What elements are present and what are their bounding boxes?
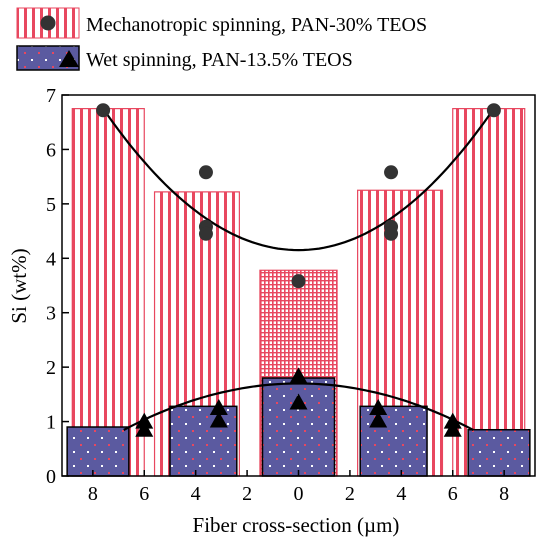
x-tick-label: 8 [88, 483, 98, 505]
wet-spinning-point [135, 412, 154, 429]
wet-spinning-point [369, 398, 388, 415]
x-axis: 8 6 4 2 0 2 4 6 8 [88, 470, 509, 505]
x-tick-label: 8 [499, 483, 509, 505]
y-tick-label: 0 [46, 466, 56, 488]
x-tick-label: 2 [345, 483, 355, 505]
plot-area: 0 1 2 3 4 5 6 7 8 6 4 2 0 2 4 6 8 [46, 85, 536, 505]
legend-marker-triangle [59, 50, 79, 67]
x-tick-label: 4 [396, 483, 406, 505]
legend-label-mechanotropic: Mechanotropic spinning, PAN-30% TEOS [86, 14, 427, 36]
y-tick-label: 2 [46, 357, 56, 379]
wet-spinning-point [369, 411, 388, 428]
wet-spinning-point [289, 393, 308, 410]
wet-spinning-point [289, 367, 308, 384]
legend: Mechanotropic spinning, PAN-30% TEOS Wet… [16, 7, 427, 71]
x-tick-label: 4 [191, 483, 201, 505]
y-axis-title: Si (wt%) [7, 248, 31, 323]
y-tick-label: 6 [46, 139, 56, 161]
mechanotropic-bar [452, 108, 526, 477]
mechanotropic-point [384, 165, 399, 180]
wet-spinning-bar [261, 377, 336, 477]
y-tick-label: 5 [46, 194, 56, 216]
wet-spinning-fit-curve [123, 382, 474, 431]
wet-spinning-point [209, 398, 228, 415]
mechanotropic-bar [71, 108, 145, 477]
x-axis-title: Fiber cross-section (µm) [193, 513, 400, 537]
mechanotropic-point [198, 165, 213, 180]
wet-spinning-point [135, 420, 154, 437]
wet-spinning-bar [359, 405, 428, 477]
wet-spinning-point [209, 411, 228, 428]
y-tick-label: 4 [46, 248, 56, 270]
x-tick-label: 2 [242, 483, 252, 505]
legend-marker-circle [40, 15, 56, 31]
wet-spinning-point [443, 420, 462, 437]
mechanotropic-fit-curve [102, 107, 495, 252]
legend-item-mechanotropic: Mechanotropic spinning, PAN-30% TEOS [16, 7, 427, 39]
mechanotropic-point [96, 103, 111, 118]
legend-label-wet: Wet spinning, PAN-13.5% TEOS [86, 49, 353, 71]
wet-spinning-bar [169, 405, 238, 477]
x-tick-label: 0 [294, 483, 304, 505]
wet-spinning-point [443, 412, 462, 429]
y-tick-label: 7 [46, 85, 56, 107]
mechanotropic-point [291, 274, 306, 289]
x-tick-label: 6 [139, 483, 149, 505]
mechanotropic-point [198, 226, 213, 241]
legend-item-wet: Wet spinning, PAN-13.5% TEOS [16, 45, 353, 71]
y-tick-label: 1 [46, 412, 56, 434]
mechanotropic-point [384, 226, 399, 241]
wet-spinning-bar [467, 428, 531, 477]
fit-curves [102, 107, 495, 431]
data-markers [96, 103, 501, 437]
y-axis: 0 1 2 3 4 5 6 7 [46, 85, 69, 488]
wet-spinning-bar [66, 426, 130, 477]
y-tick-label: 3 [46, 303, 56, 325]
mechanotropic-point [486, 103, 501, 118]
x-tick-label: 6 [448, 483, 458, 505]
